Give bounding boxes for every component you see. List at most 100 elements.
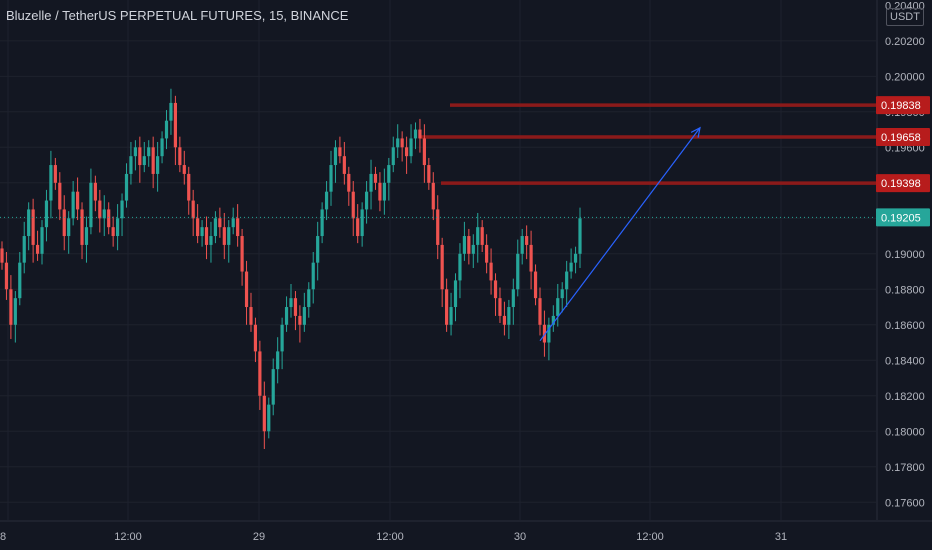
level-price-badge <box>876 128 930 147</box>
time-tick-label: 29 <box>253 531 265 543</box>
candle-body <box>222 227 226 245</box>
candle-body <box>98 200 102 219</box>
candle-body <box>18 262 22 299</box>
candle-body <box>373 173 378 183</box>
candle-body <box>569 262 573 272</box>
candle-body <box>356 218 360 237</box>
currency-label[interactable]: USDT <box>886 8 924 26</box>
time-tick-label: 12:00 <box>114 531 142 543</box>
candle-body <box>13 298 17 325</box>
candle-body <box>53 165 57 183</box>
candle-body <box>462 236 466 254</box>
candle-body <box>227 227 231 245</box>
candle-body <box>187 173 191 201</box>
candle-body <box>449 307 453 325</box>
candle-body <box>142 156 146 166</box>
price-tick-label: 0.17600 <box>885 497 925 509</box>
projection-arrow-line <box>539 127 701 342</box>
candle-body <box>35 244 40 254</box>
candle-body <box>156 156 160 174</box>
candle-body <box>293 298 298 316</box>
candle-body <box>164 120 169 139</box>
candle-body <box>453 280 458 308</box>
candle-body <box>44 200 49 228</box>
candle-body <box>547 324 551 343</box>
candle-body <box>151 147 155 174</box>
candle-body <box>560 289 564 299</box>
candle-body <box>138 147 142 166</box>
candle-body <box>316 236 320 263</box>
price-tick-label: 0.18000 <box>885 426 925 438</box>
price-tick-label: 0.19000 <box>885 249 925 261</box>
candle-body <box>542 324 547 343</box>
candle-body <box>529 244 533 272</box>
time-axis: 8 12:00 29 12:00 30 12:00 31 <box>0 520 932 550</box>
candle-body <box>369 173 373 192</box>
candle-body <box>22 236 26 263</box>
candle-body <box>347 173 351 192</box>
candle-body <box>471 244 475 254</box>
candle-body <box>276 351 280 370</box>
level-price-badge <box>876 174 930 193</box>
candle-body <box>485 244 489 263</box>
candle-body <box>378 182 382 201</box>
candle-body <box>191 200 195 219</box>
candle-body <box>489 262 493 281</box>
time-tick-label: 12:00 <box>376 531 404 543</box>
candle-body <box>71 191 75 219</box>
candle-body <box>244 271 249 308</box>
candle-body <box>556 298 560 316</box>
candle-body <box>116 218 120 237</box>
candle-body <box>493 280 498 299</box>
candle-body <box>302 307 306 325</box>
candle-body <box>387 165 391 183</box>
candle-body <box>253 324 258 352</box>
price-tick-label: 0.18200 <box>885 391 925 403</box>
candle-body <box>400 138 404 148</box>
candle-body <box>445 289 449 325</box>
time-tick-label: 8 <box>0 531 6 543</box>
price-tick-label: 0.20200 <box>885 36 925 48</box>
candle-body <box>298 315 302 325</box>
candle-body <box>173 102 177 148</box>
candle-body <box>538 298 542 325</box>
candle-body <box>49 165 53 201</box>
candle-body <box>200 227 204 237</box>
candle-body <box>324 191 329 210</box>
candle-body <box>525 236 529 245</box>
candle-body <box>498 298 502 316</box>
candle-body <box>551 315 555 325</box>
candle-body <box>338 147 342 157</box>
candle-body <box>516 253 520 290</box>
last-price-badge <box>876 208 930 227</box>
candle-body <box>80 209 84 245</box>
candle-body <box>284 307 289 325</box>
candle-body <box>124 173 129 201</box>
time-tick-label: 12:00 <box>636 531 664 543</box>
candle-body <box>4 262 9 290</box>
price-axis: 0.204000.202000.200000.198000.196000.194… <box>876 0 932 550</box>
candle-body <box>267 404 271 432</box>
overlay <box>0 126 876 342</box>
candle-body <box>440 244 444 290</box>
candle-body <box>289 298 293 308</box>
price-tick-label: 0.20400 <box>885 0 925 12</box>
level-price-label: 0.19838 <box>881 100 921 112</box>
candle-body <box>182 165 186 174</box>
candle-body <box>382 182 386 201</box>
candle-body <box>578 218 582 254</box>
candle-body <box>307 289 311 308</box>
candle-body <box>120 200 124 219</box>
candle-body <box>431 182 435 210</box>
candle-body <box>280 324 284 352</box>
time-tick-label: 31 <box>775 531 787 543</box>
projection-arrow-head <box>690 126 701 138</box>
candle-body <box>93 182 97 201</box>
candle-body <box>360 209 364 237</box>
candle-body <box>342 156 346 174</box>
candle-body <box>58 182 62 210</box>
candle-body <box>467 236 471 254</box>
candle-body <box>236 218 240 237</box>
